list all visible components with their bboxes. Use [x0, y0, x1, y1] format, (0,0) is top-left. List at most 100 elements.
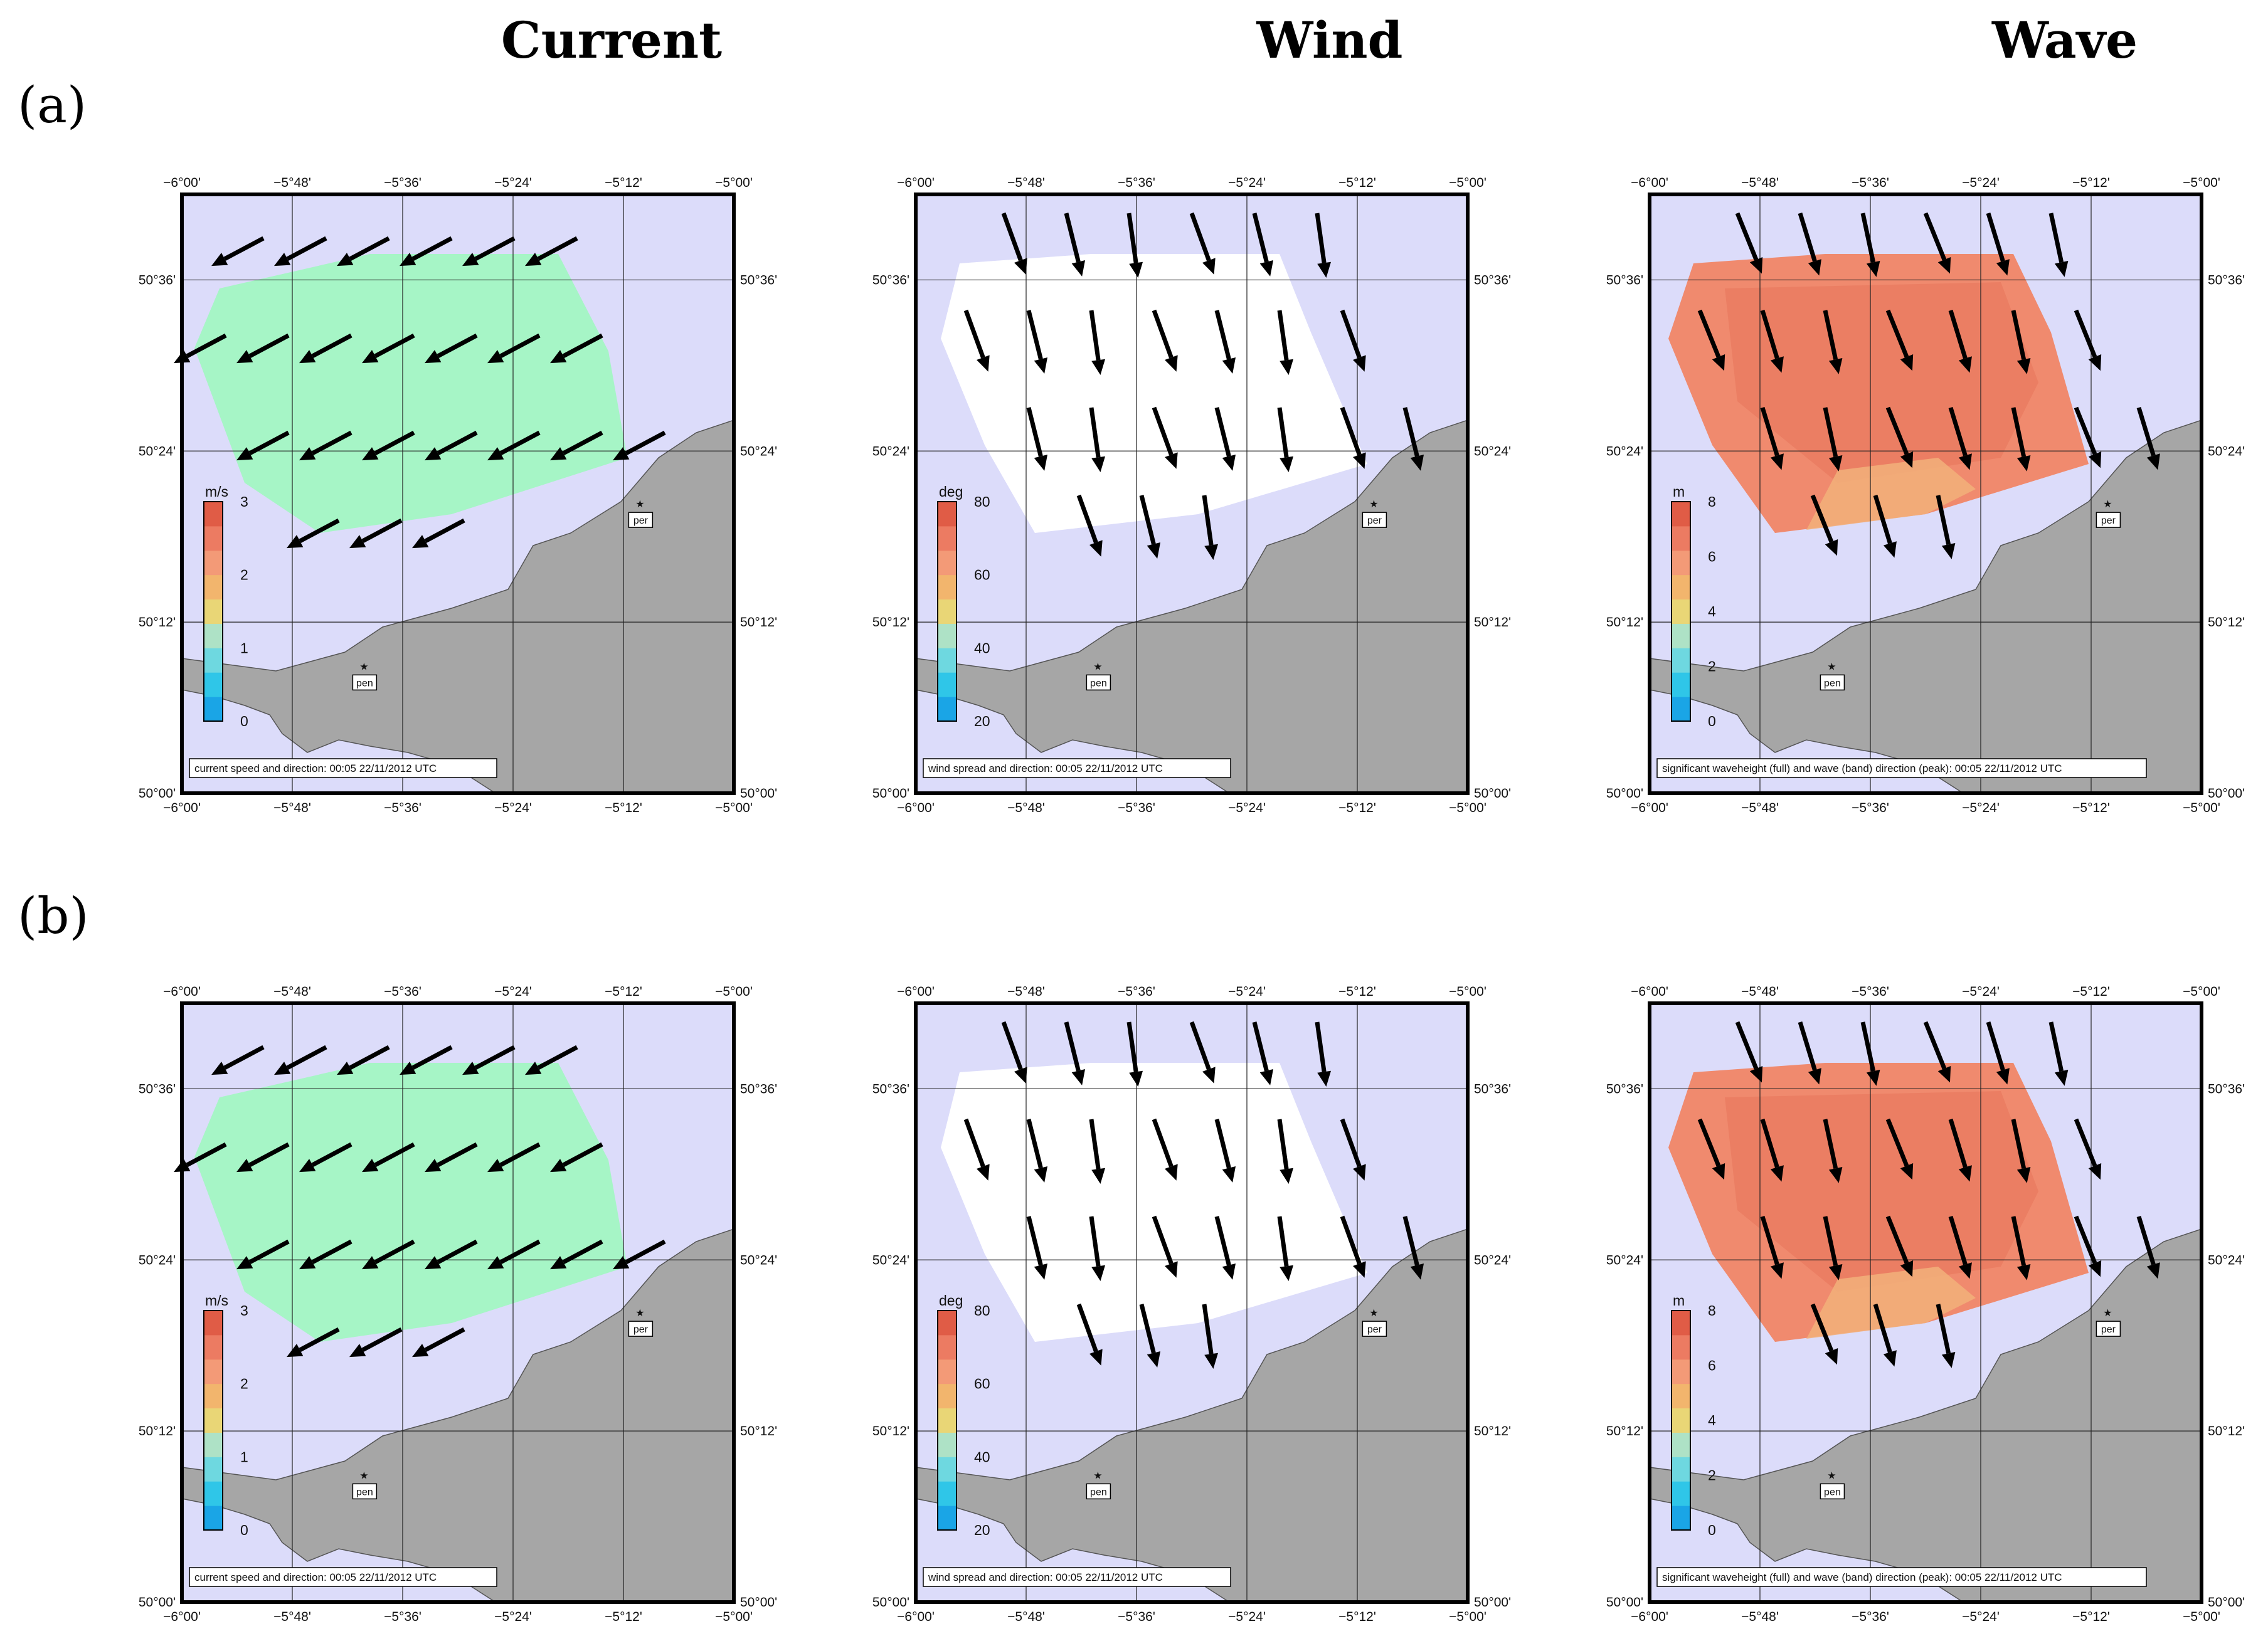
direction-arrowhead	[1996, 259, 2010, 276]
place-label-box	[1086, 1483, 1111, 1500]
direction-arrowhead	[1071, 260, 1086, 277]
lon-tick-label-top: −5°24'	[1228, 176, 1266, 190]
direction-arrow	[1277, 1119, 1289, 1169]
colorbar-tick-label: 4	[1708, 1412, 1716, 1428]
direction-arrow	[349, 1045, 390, 1070]
place-label-box	[2096, 512, 2121, 528]
lat-tick-label-left: 50°36'	[872, 1082, 909, 1096]
place-marker-star: ★	[1827, 662, 1836, 672]
lon-tick-label-top: −6°00'	[897, 984, 935, 999]
direction-arrow	[186, 333, 227, 358]
direction-arrow	[374, 1142, 415, 1167]
direction-arrow	[1823, 310, 1838, 360]
colorbar-swatch	[938, 525, 956, 551]
colorbar-swatch	[938, 1359, 956, 1385]
direction-arrow	[1798, 212, 1817, 262]
colorbar-tick-label: 2	[240, 567, 248, 583]
direction-arrow	[1860, 1021, 1876, 1072]
direction-arrow	[1735, 212, 1759, 261]
direction-arrow	[474, 1045, 516, 1070]
place-label-box	[352, 674, 378, 691]
direction-arrow	[437, 430, 478, 455]
colorbar-tick-label: 1	[240, 1448, 248, 1465]
colorbar-swatch	[204, 502, 223, 527]
direction-arrow	[1126, 1021, 1138, 1072]
direction-arrow	[1760, 1215, 1779, 1265]
direction-arrowhead	[487, 447, 504, 461]
direction-arrow	[411, 1045, 453, 1070]
direction-arrowhead	[349, 535, 366, 549]
lat-tick-label-right: 50°00'	[1474, 1595, 1511, 1610]
lat-tick-label-left: 50°24'	[139, 1253, 176, 1267]
direction-arrowhead	[174, 1159, 191, 1173]
lat-tick-label-right: 50°36'	[740, 273, 777, 287]
direction-arrow	[2136, 1215, 2156, 1265]
lat-tick-label-right: 50°24'	[1474, 444, 1511, 458]
direction-arrow	[186, 1142, 227, 1167]
direction-arrowhead	[1828, 357, 1843, 374]
direction-arrowhead	[977, 355, 990, 372]
colorbar-tick-label: 20	[974, 713, 990, 729]
column-title-wind: Wind	[1256, 11, 1403, 70]
direction-arrowhead	[400, 253, 416, 266]
direction-arrowhead	[2016, 455, 2031, 472]
direction-arrow	[1697, 1118, 1721, 1167]
lat-tick-label-left: 50°24'	[1606, 1253, 1643, 1267]
direction-arrow	[1026, 310, 1043, 360]
caption-box	[923, 758, 1231, 778]
colorbar-swatch	[1672, 648, 1690, 673]
direction-arrow	[1885, 309, 1909, 358]
direction-arrowhead	[1712, 1163, 1725, 1180]
direction-arrowhead	[1091, 456, 1106, 472]
direction-arrow	[1340, 1118, 1362, 1168]
direction-arrowhead	[487, 1159, 504, 1173]
direction-arrowhead	[1900, 1163, 1914, 1180]
place-marker-star: ★	[1369, 499, 1378, 510]
direction-arrowhead	[1828, 1264, 1843, 1280]
colorbar-tick-label: 20	[974, 1522, 990, 1538]
lon-tick-label-top: −5°48'	[1741, 984, 1779, 999]
direction-arrow	[1936, 1304, 1951, 1354]
direction-arrowhead	[2146, 1262, 2160, 1279]
direction-arrow	[1252, 1021, 1269, 1072]
lon-tick-label-bottom: −5°00'	[1449, 1610, 1486, 1624]
lon-tick-label-top: −5°24'	[1228, 984, 1266, 999]
lon-tick-label-bottom: −6°00'	[1631, 801, 1668, 815]
direction-arrowhead	[1958, 1165, 1972, 1182]
direction-arrowhead	[1770, 1262, 1784, 1279]
colorbar-tick-label: 8	[1708, 1302, 1716, 1319]
direction-arrow	[1139, 495, 1156, 545]
lon-tick-label-bottom: −5°48'	[1007, 801, 1045, 815]
direction-arrow	[2011, 310, 2027, 360]
lat-tick-label-left: 50°12'	[872, 1424, 909, 1438]
lon-tick-label-bottom: −5°00'	[2183, 1610, 2220, 1624]
lat-tick-label-right: 50°24'	[740, 1253, 777, 1267]
lon-tick-label-top: −5°24'	[1962, 984, 2000, 999]
colorbar-swatch	[1672, 502, 1690, 527]
lat-tick-label-left: 50°36'	[139, 1082, 176, 1096]
place-marker-star: ★	[359, 662, 368, 672]
colorbar-unit: deg	[939, 483, 963, 500]
direction-arrowhead	[412, 1344, 429, 1358]
caption-box	[189, 758, 497, 778]
colorbar-swatch	[204, 672, 223, 697]
wind-arrow-field	[963, 1021, 1424, 1369]
direction-arrowhead	[1900, 1260, 1914, 1277]
direction-arrow	[1026, 407, 1043, 457]
lon-tick-label-top: −6°00'	[163, 984, 201, 999]
direction-arrow	[1089, 1119, 1101, 1169]
lon-tick-label-bottom: −5°36'	[1852, 801, 1889, 815]
direction-arrowhead	[1034, 454, 1048, 471]
direction-arrow	[1948, 406, 1968, 456]
direction-arrowhead	[1091, 1265, 1106, 1281]
lat-tick-label-left: 50°00'	[139, 786, 176, 801]
lon-tick-label-top: −5°12'	[1338, 984, 1376, 999]
direction-arrowhead	[1866, 260, 1880, 277]
direction-arrow	[537, 1045, 578, 1070]
lon-tick-label-top: −5°48'	[1741, 176, 1779, 190]
colorbar-swatch	[938, 550, 956, 576]
direction-arrowhead	[977, 1164, 990, 1181]
colorbar-swatch	[204, 1506, 223, 1531]
wind-field-area	[941, 1063, 1367, 1342]
